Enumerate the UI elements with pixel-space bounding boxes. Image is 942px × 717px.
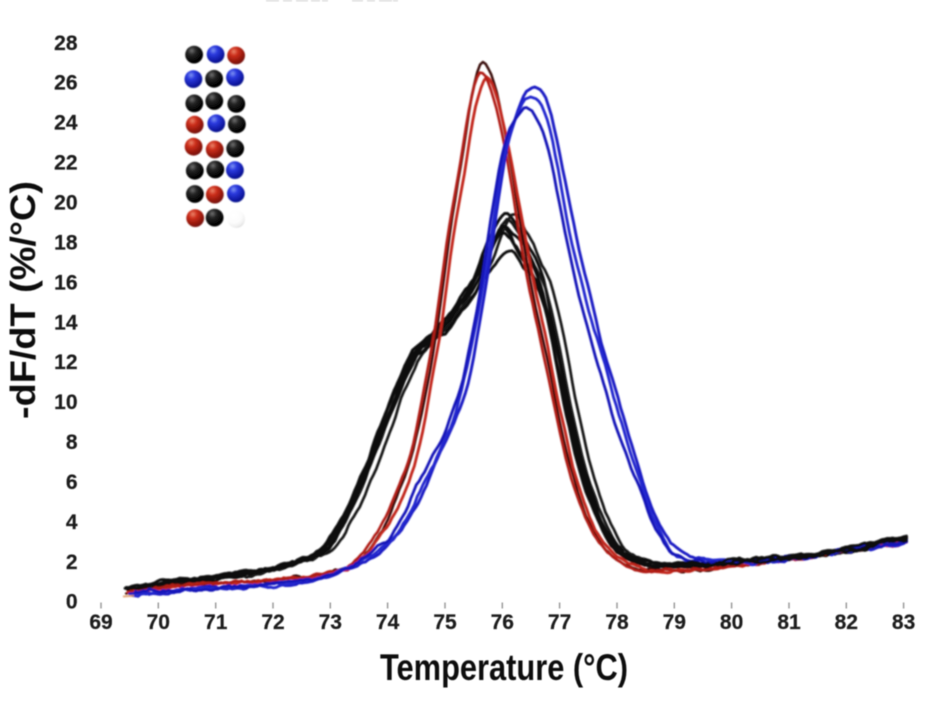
svg-text:71: 71 <box>204 611 228 634</box>
svg-text:76: 76 <box>491 611 514 634</box>
svg-text:75: 75 <box>433 611 457 634</box>
svg-text:14: 14 <box>54 311 78 334</box>
svg-text:24: 24 <box>54 112 78 135</box>
svg-text:4: 4 <box>66 511 78 534</box>
svg-text:22: 22 <box>54 152 77 175</box>
svg-text:0: 0 <box>66 591 78 614</box>
svg-text:28: 28 <box>54 32 78 55</box>
svg-text:74: 74 <box>376 611 400 634</box>
svg-text:Temperature (°C): Temperature (°C) <box>380 647 628 688</box>
svg-text:2: 2 <box>66 551 78 574</box>
svg-text:81: 81 <box>777 611 801 634</box>
svg-text:80: 80 <box>720 611 743 634</box>
svg-text:79: 79 <box>663 611 686 634</box>
svg-text:77: 77 <box>548 611 571 634</box>
svg-text:69: 69 <box>89 611 112 634</box>
svg-text:16: 16 <box>54 271 77 294</box>
svg-text:26: 26 <box>54 72 77 95</box>
svg-text:20: 20 <box>54 192 77 215</box>
svg-text:70: 70 <box>147 611 170 634</box>
svg-text:12: 12 <box>54 351 77 374</box>
svg-text:73: 73 <box>319 611 342 634</box>
svg-text:83: 83 <box>892 611 915 634</box>
svg-text:-dF/dT (%/°C): -dF/dT (%/°C) <box>4 181 43 419</box>
svg-text:8: 8 <box>66 431 78 454</box>
svg-text:18: 18 <box>54 231 78 254</box>
svg-text:72: 72 <box>261 611 284 634</box>
svg-text:78: 78 <box>605 611 629 634</box>
svg-text:6: 6 <box>66 471 78 494</box>
svg-text:82: 82 <box>835 611 858 634</box>
svg-text:10: 10 <box>54 391 77 414</box>
